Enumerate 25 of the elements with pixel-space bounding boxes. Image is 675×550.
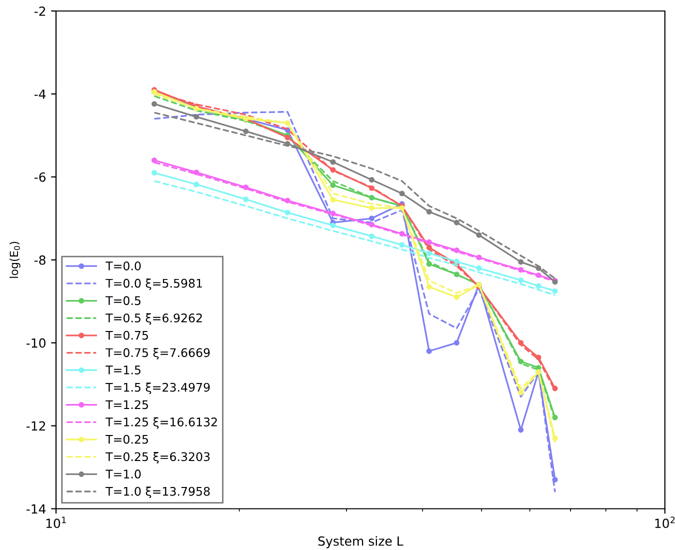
y-tick-label: -10	[26, 338, 46, 348]
legend-label: T=0.25	[106, 434, 148, 444]
legend-label: T=1.5 ξ=23.4979	[106, 382, 210, 394]
y-tick-label: -8	[34, 255, 46, 265]
legend-label: T=1.5	[106, 366, 140, 374]
y-axis-title: log(E$_{0}$)	[10, 242, 20, 278]
legend-label: T=0.75	[106, 330, 148, 340]
legend-label: T=1.0 ξ=13.7958	[106, 486, 210, 498]
legend-label: T=0.0 ξ=5.5981	[106, 278, 202, 290]
legend-label: T=1.25 ξ=16.6132	[106, 417, 217, 429]
legend-label: T=0.5 ξ=6.9262	[106, 313, 202, 325]
legend-label: T=1.0	[106, 470, 141, 478]
y-tick-label: -4	[34, 90, 46, 99]
legend-label: T=0.25 ξ=6.3203	[106, 452, 210, 464]
legend-label: T=0.5	[106, 296, 140, 306]
x-tick-label: 10$^{1}$	[46, 516, 66, 528]
y-tick-label: -2	[34, 6, 46, 16]
legend-label: T=0.75 ξ=7.6669	[106, 348, 210, 360]
legend-label: T=1.25	[106, 400, 148, 410]
y-tick-label: -12	[26, 421, 46, 431]
x-axis-title: System size L	[318, 536, 404, 548]
legend-label: T=0.0	[106, 261, 141, 270]
x-tick-label: 10$^{2}$	[655, 516, 675, 528]
y-tick-label: -14	[26, 504, 46, 514]
y-tick-label: -6	[34, 172, 46, 182]
